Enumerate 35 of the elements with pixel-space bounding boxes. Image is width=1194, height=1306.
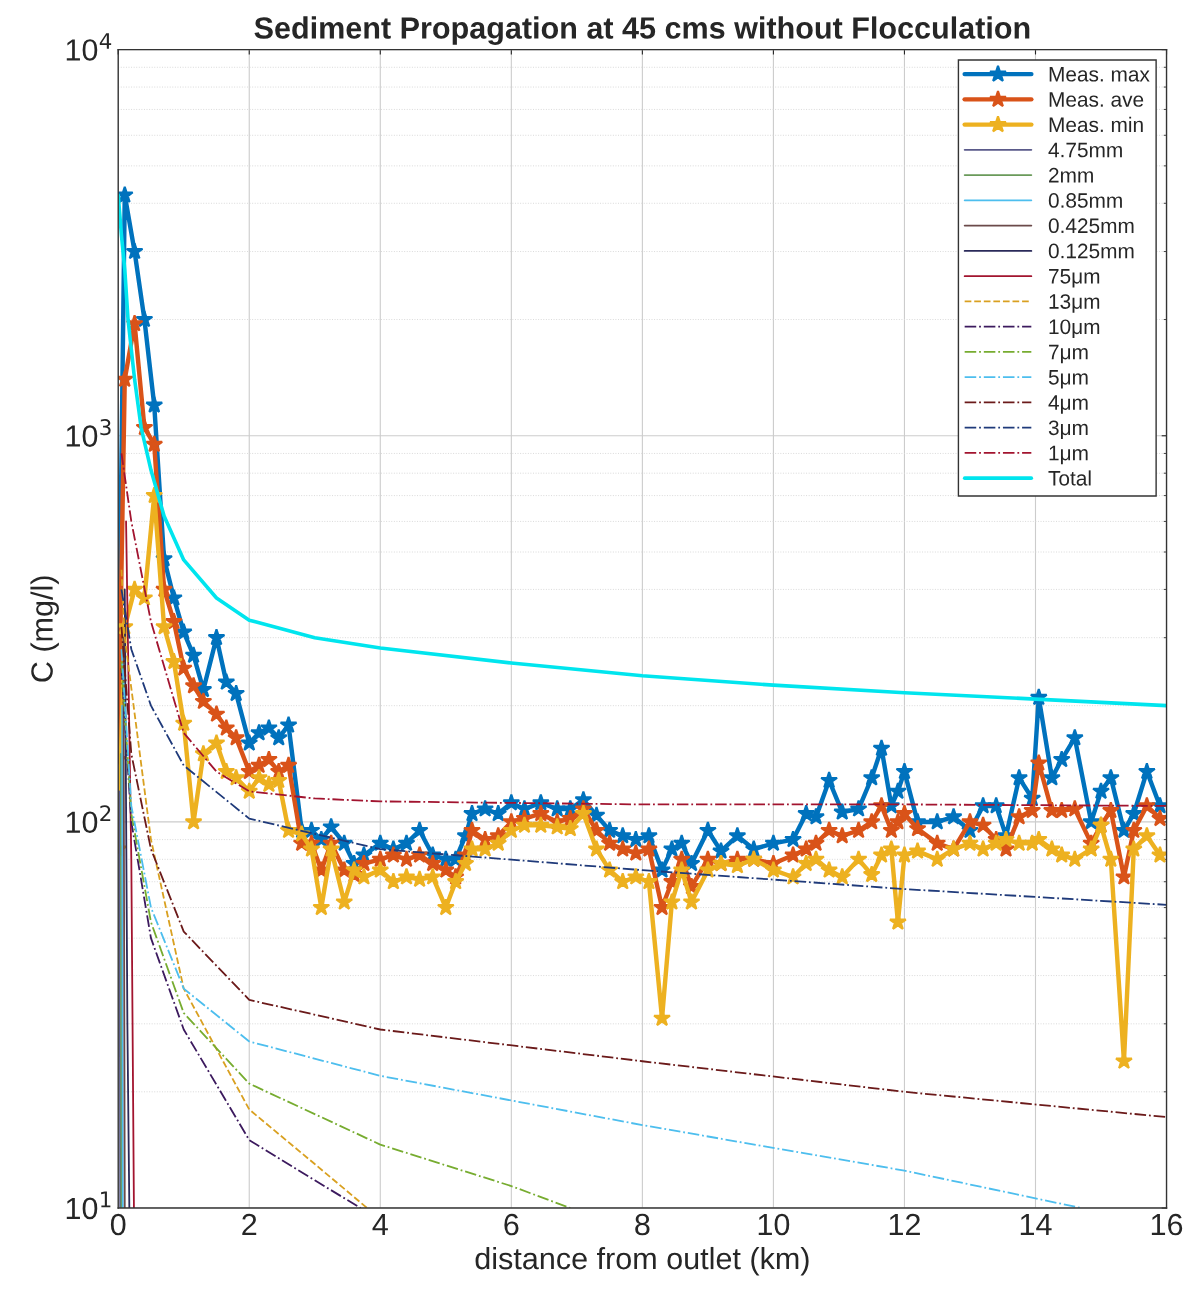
legend-label: 2mm [1049,167,1093,183]
legend-label: Meas. ave [1049,92,1144,107]
y-tick-label: 10$^{1}$ [66,1191,111,1220]
x-tick-label: 6 [504,1213,519,1236]
x-tick-label: 8 [635,1213,650,1236]
y-tick-label: 10$^{2}$ [66,805,111,834]
legend-label: 7μm [1049,344,1088,364]
x-tick-label: 14 [1020,1214,1052,1236]
legend-label: 0.85mm [1048,193,1122,208]
legend-label: 1μm [1049,445,1088,465]
legend-label: Meas. min [1049,116,1143,133]
legend-label: 0.125mm [1048,243,1134,259]
legend-label: Meas. max [1049,67,1150,82]
y-tick-label: 10$^{3}$ [66,419,111,447]
x-tick-label: 2 [242,1213,257,1236]
legend-label: 4μm [1048,395,1088,414]
y-tick-label: 10$^{4}$ [66,33,112,61]
line-series [120,588,1167,906]
legend-label: Total [1048,470,1091,486]
legend-label: 75μm [1049,269,1100,288]
legend-label: 5μm [1048,370,1088,389]
line-series [120,568,369,1209]
legend-label: 13μm [1049,294,1100,313]
x-tick-label: 10 [758,1213,790,1236]
y-axis-title: C (mg/l) [30,576,59,682]
chart-title: Sediment Propagation at 45 cms without Flocculation [254,16,1030,45]
x-axis-title: distance from outlet (km) [475,1246,809,1276]
legend-label: 4.75mm [1048,142,1122,158]
x-tick-label: 4 [372,1214,388,1236]
legend-label: 3μm [1048,420,1088,439]
legend-label: 10μm [1049,319,1100,338]
x-tick-label: 16 [1151,1213,1183,1236]
x-tick-label: 0 [110,1213,126,1236]
x-tick-label: 12 [889,1213,920,1236]
legend-label: 0.425mm [1048,218,1134,234]
